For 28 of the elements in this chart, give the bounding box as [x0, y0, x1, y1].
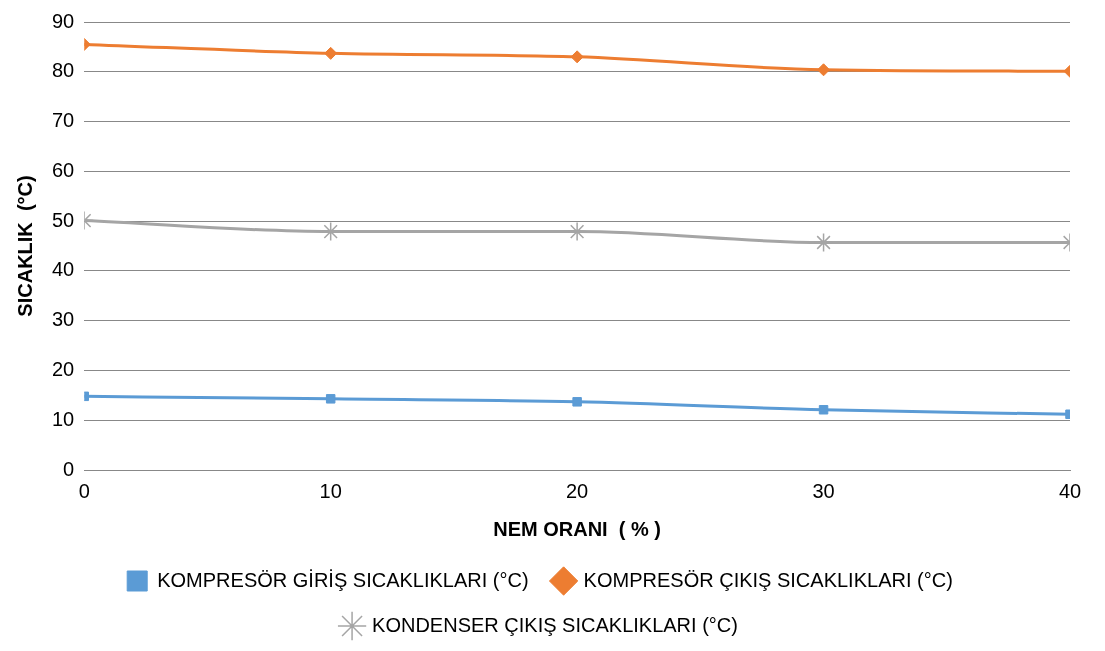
point	[818, 405, 829, 415]
y-tick-label: 20	[52, 357, 75, 380]
y-tick-label: 70	[52, 109, 75, 132]
x-tick-label: 30	[812, 479, 835, 502]
x-tick-label: 40	[1058, 479, 1082, 502]
legend-label: KOMPRESÖR ÇIKIŞ SICAKLIKLARI (°C)	[583, 568, 953, 591]
y-tick-label: 10	[52, 407, 75, 430]
y-tick-label: 90	[52, 9, 75, 32]
x-axis-title: NEM ORANI ( % )	[493, 517, 662, 540]
y-tick-label: 30	[52, 308, 75, 331]
point	[324, 46, 338, 60]
y-tick-label: 80	[52, 59, 75, 82]
point	[325, 394, 336, 404]
legend-label: KONDENSER ÇIKIŞ SICAKLIKLARI (°C)	[372, 613, 738, 636]
point	[567, 221, 587, 242]
point	[813, 232, 834, 253]
point	[570, 50, 584, 64]
y-tick-label: 50	[52, 208, 75, 231]
y-tick-label: 60	[52, 158, 75, 181]
x-tick-label: 10	[319, 479, 342, 502]
x-tick-label: 20	[566, 479, 589, 502]
point	[572, 397, 582, 407]
y-tick-label: 40	[52, 258, 75, 281]
legend-label: KOMPRESÖR GİRİŞ SICAKLIKLARI (°C)	[157, 568, 529, 591]
y-axis-title: SICAKLIK (°C)	[13, 175, 36, 317]
point	[817, 63, 831, 77]
y-tick-label: 0	[63, 457, 75, 480]
x-tick-label: 0	[78, 479, 90, 502]
